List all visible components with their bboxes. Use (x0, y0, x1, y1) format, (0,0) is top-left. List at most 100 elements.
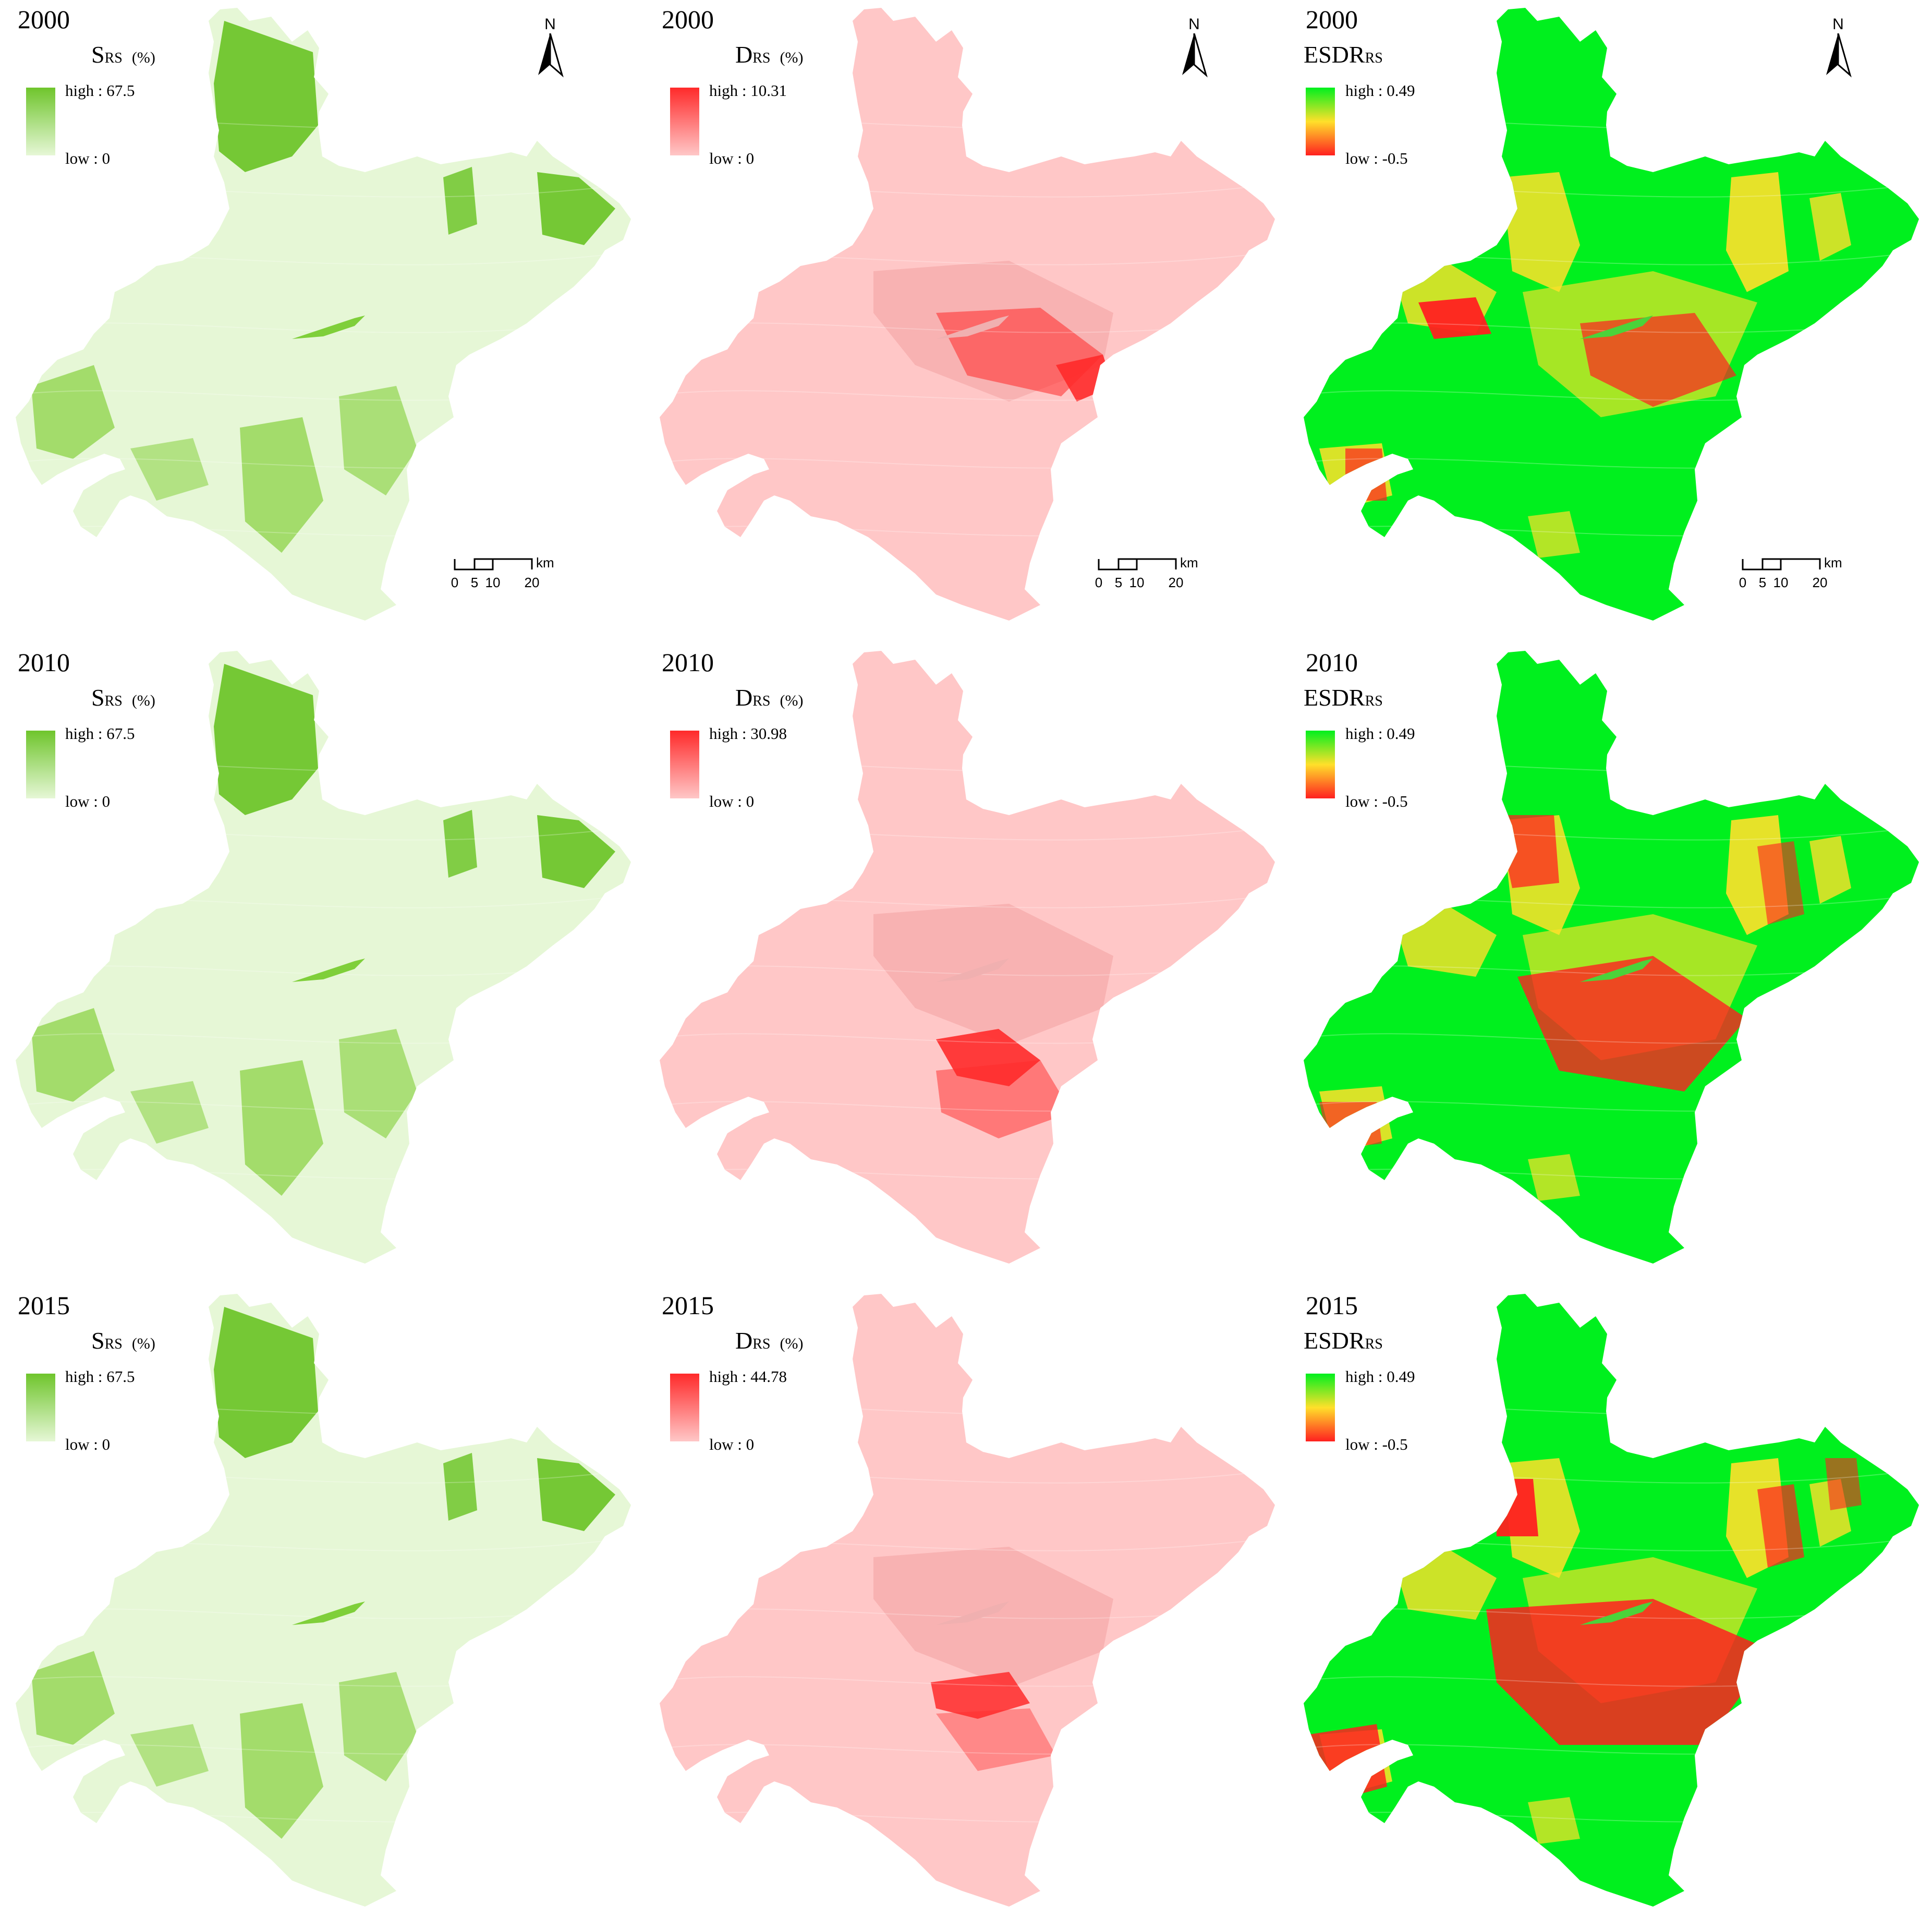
legend-gradient (670, 1374, 699, 1441)
north-label: N (1188, 16, 1200, 33)
lake-shape (936, 959, 1009, 982)
hotspot-patch (1757, 1484, 1804, 1568)
district-boundary (660, 1400, 1275, 1416)
lake-shape (292, 959, 365, 982)
legend-low-label: low : 0 (709, 149, 755, 167)
scale-tick-label: 5 (1758, 575, 1767, 590)
variable-title: ESDRRS (1304, 43, 1383, 67)
legend-low-label: low : -0.5 (1345, 149, 1408, 167)
legend-gradient (1306, 88, 1335, 155)
hotspot-patch (1757, 841, 1804, 925)
title-subscript: RS (752, 693, 771, 709)
map-panel-e-2015: 2015 ESDRRS high : 0.49 low : -0.5 (1288, 1286, 1932, 1929)
region-patch (873, 1547, 1113, 1688)
title-main: S (91, 41, 105, 68)
year-label: 2015 (1306, 1291, 1358, 1320)
lake-shape (1580, 1602, 1653, 1625)
region-patch (31, 1008, 115, 1102)
scale-tick-label: 20 (1168, 575, 1184, 590)
district-boundary (1304, 1400, 1919, 1416)
map-panel-d-2010: 2010 DRS (%) high : 30.98 low : 0 (644, 643, 1288, 1286)
region-patch (1726, 172, 1789, 292)
region-patch (31, 365, 115, 459)
region-patches (660, 1400, 1275, 1823)
scale-tick-label: 0 (451, 575, 459, 590)
map-svg (1304, 651, 1919, 1264)
north-arrow-shape (1826, 33, 1852, 78)
title-main: D (735, 684, 753, 711)
scale-tick-label: 20 (524, 575, 540, 590)
title-subscript: RS (1365, 693, 1383, 709)
title-main: ESDR (1304, 684, 1365, 711)
region-patch (339, 386, 417, 495)
scale-unit: km (536, 555, 554, 571)
hotspot-patch (1345, 448, 1387, 501)
region-patch (240, 417, 323, 553)
hotspot-patch (1580, 313, 1736, 407)
map-svg (16, 651, 631, 1264)
district-boundary (16, 114, 631, 130)
title-unit: (%) (780, 1335, 804, 1352)
scale-bar-shape (454, 558, 533, 571)
region-patch (339, 1672, 417, 1781)
scale-bar-shape (1098, 558, 1177, 571)
region-patches (660, 757, 1275, 1180)
region-patch (1528, 1797, 1580, 1844)
map-panel-s-2015: 2015 SRS (%) high : 67.5 low : 0 (0, 1286, 644, 1929)
region-outline (16, 1294, 631, 1907)
region-patch (1528, 511, 1580, 558)
map-svg (1304, 8, 1919, 621)
lake-shape (292, 316, 365, 339)
map-svg (660, 651, 1275, 1264)
title-subscript: RS (104, 50, 123, 66)
district-boundary (660, 757, 1275, 773)
title-subscript: RS (104, 1336, 123, 1352)
variable-title: DRS (%) (735, 43, 803, 67)
variable-title: DRS (%) (735, 1329, 803, 1353)
variable-title: SRS (%) (91, 1329, 155, 1353)
legend-gradient (26, 1374, 55, 1441)
legend-low-label: low : 0 (709, 792, 755, 810)
legend-gradient (670, 88, 699, 155)
region-patches (1304, 114, 1919, 558)
region-patch (1809, 836, 1851, 904)
title-unit: (%) (131, 692, 155, 709)
title-unit: (%) (131, 1335, 155, 1352)
hotspot-patch (936, 1708, 1056, 1771)
district-boundary (1304, 757, 1919, 773)
north-arrow-icon: N (1820, 16, 1856, 83)
region-patch (537, 172, 615, 245)
variable-title: ESDRRS (1304, 1329, 1383, 1353)
region-patches (660, 114, 1275, 537)
legend-gradient (1306, 731, 1335, 798)
scale-tick-label: 5 (470, 575, 479, 590)
region-patch (443, 810, 477, 878)
lake-shape (1580, 959, 1653, 982)
year-label: 2010 (18, 648, 70, 677)
lake-shape (292, 1602, 365, 1625)
lake-shape (936, 1602, 1009, 1625)
north-label: N (1832, 16, 1844, 33)
district-boundary (16, 1400, 631, 1416)
map-panel-d-2000: 2000 DRS (%) high : 10.31 low : 0 N 0 5 10 20 km (644, 0, 1288, 643)
legend-high-label: high : 67.5 (65, 724, 135, 743)
title-main: ESDR (1304, 41, 1365, 68)
legend-gradient (26, 731, 55, 798)
legend-low-label: low : 0 (65, 792, 111, 810)
region-patch (443, 167, 477, 235)
variable-title: DRS (%) (735, 686, 803, 710)
scale-tick-label: 10 (1773, 575, 1789, 590)
legend-high-label: high : 44.78 (709, 1367, 787, 1386)
north-arrow-icon: N (1176, 16, 1212, 83)
title-main: S (91, 1327, 105, 1354)
scale-unit: km (1824, 555, 1842, 571)
legend-gradient (1306, 1374, 1335, 1441)
title-unit: (%) (131, 49, 155, 66)
year-label: 2015 (18, 1291, 70, 1320)
legend-low-label: low : -0.5 (1345, 792, 1408, 810)
scale-unit: km (1180, 555, 1198, 571)
scale-bar: 0 5 10 20 km (451, 554, 579, 596)
legend-gradient (26, 88, 55, 155)
region-patch (537, 1458, 615, 1531)
